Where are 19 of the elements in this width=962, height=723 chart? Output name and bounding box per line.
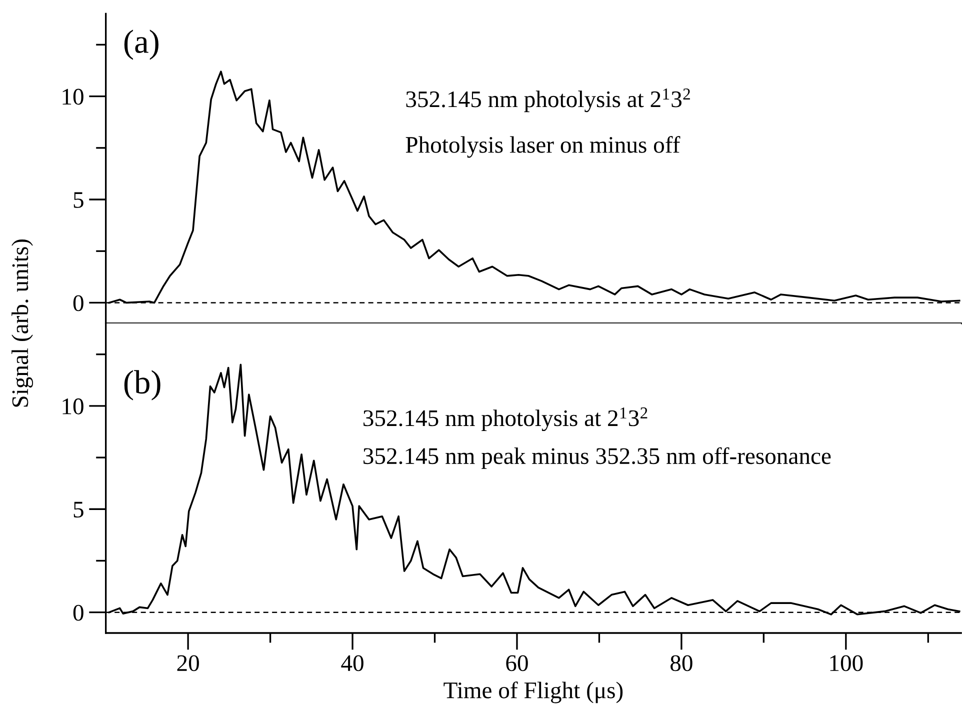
y-tick-label: 10 (62, 88, 84, 105)
x-tick-label: 100 (830, 655, 863, 672)
annotation: 352.145 nm photolysis at 2$^{1}$3$^{2}$ (406, 88, 690, 112)
x-tick-label: 40 (341, 655, 364, 672)
y-tick-label: 0 (73, 295, 84, 312)
y-tick-label: 0 (73, 604, 84, 621)
y-axis-title: Signal (arb. units) (12, 239, 34, 407)
annotation: 352.145 nm photolysis at 2$^{1}$3$^{2}$ (364, 407, 648, 432)
y-tick-label: 10 (62, 398, 84, 414)
y-tick-label: 5 (74, 192, 84, 208)
x-axis-title: Time of Flight (μs) (444, 681, 623, 704)
annotation: Photolysis laser on minus off (406, 136, 680, 158)
x-tick-label: 60 (506, 655, 528, 672)
x-tick-label: 80 (670, 655, 692, 672)
x-tick-label: 20 (177, 655, 199, 672)
annotation: (a) (124, 30, 158, 60)
annotation: (b) (124, 370, 160, 400)
y-tick-label: 5 (74, 502, 84, 518)
annotation: 352.145 nm peak minus 352.35 nm off-resonance (364, 447, 831, 469)
